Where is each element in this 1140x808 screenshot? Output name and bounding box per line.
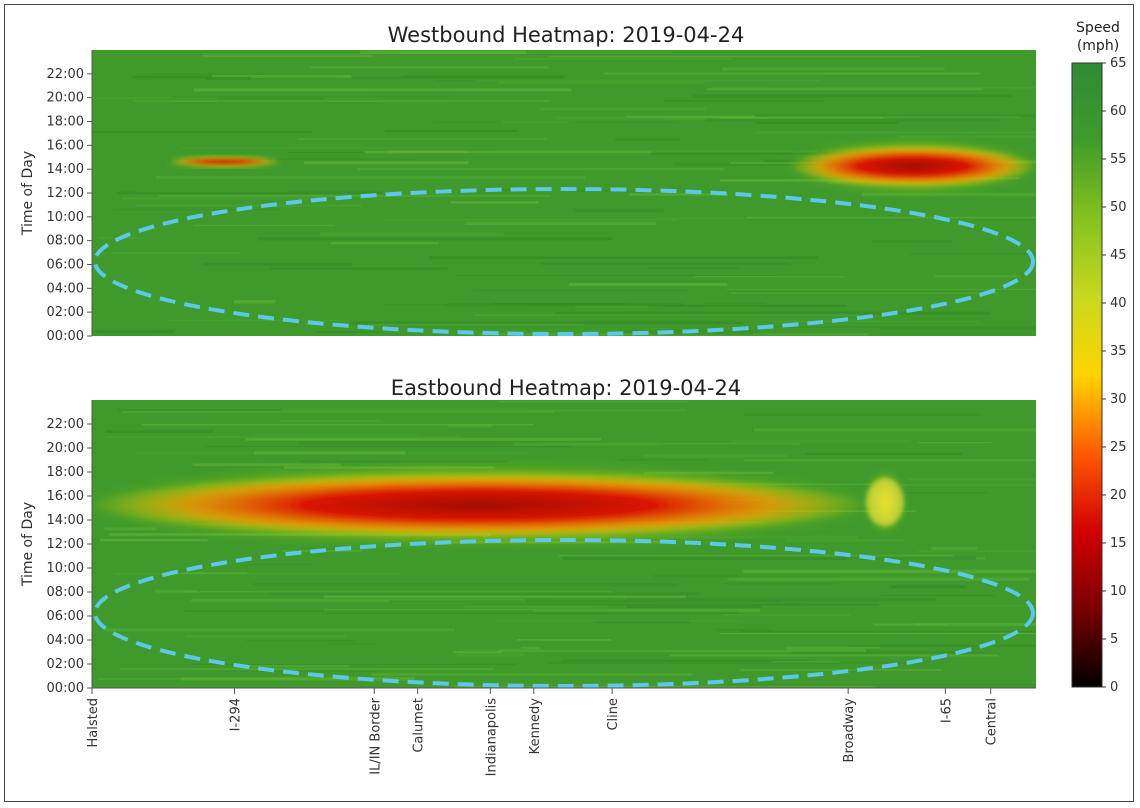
y-tick-label: 12:00 — [47, 537, 84, 552]
x-tick-label: IL/IN Border — [368, 697, 383, 774]
y-tick-label: 16:00 — [47, 489, 84, 504]
colorbar-tick-label: 40 — [1110, 296, 1127, 311]
x-tick-label: Broadway — [842, 698, 857, 763]
x-tick-label: I-65 — [939, 698, 954, 723]
colorbar-tick-label: 5 — [1110, 632, 1118, 647]
colorbar-tick-label: 60 — [1110, 104, 1127, 119]
figure-frame — [4, 4, 1134, 802]
colorbar-tick-label: 15 — [1110, 536, 1127, 551]
y-tick-label: 14:00 — [47, 513, 84, 528]
x-tick-label: Halsted — [86, 698, 101, 747]
y-tick-label: 00:00 — [47, 329, 84, 344]
y-tick-label: 08:00 — [47, 585, 84, 600]
eastbound-y-axis-label: Time of Day — [20, 502, 36, 587]
colorbar-tick-label: 30 — [1110, 392, 1127, 407]
y-tick-label: 06:00 — [47, 609, 84, 624]
x-tick-label: Cline — [606, 698, 621, 731]
westbound-title: Westbound Heatmap: 2019-04-24 — [388, 23, 745, 47]
highlight-ellipse — [93, 538, 1035, 688]
colorbar-tick-label: 50 — [1110, 200, 1127, 215]
westbound-heatmap — [92, 50, 1036, 336]
colorbar-unit: (mph) — [1077, 38, 1119, 54]
y-tick-label: 12:00 — [47, 186, 84, 201]
x-tick-label: I-294 — [229, 698, 244, 731]
highlight-ellipse — [93, 187, 1035, 336]
y-tick-label: 04:00 — [47, 633, 84, 648]
colorbar: Speed (mph) 0 5 10 15 20 25 30 35 40 45 50 55 60 65 — [1071, 20, 1127, 695]
x-tick-label: Kennedy — [528, 698, 543, 755]
colorbar-tick-label: 55 — [1110, 152, 1127, 167]
colorbar-scale — [1071, 62, 1103, 688]
westbound-y-axis-label: Time of Day — [20, 151, 36, 236]
colorbar-tick-label: 25 — [1110, 440, 1127, 455]
y-tick-label: 20:00 — [47, 91, 84, 106]
axes: 00:00 02:00 04:00 06:00 08:00 10:00 12:00 14:00… — [47, 50, 1036, 776]
colorbar-title: Speed — [1076, 20, 1120, 36]
y-tick-label: 22:00 — [47, 417, 84, 432]
y-tick-label: 20:00 — [47, 441, 84, 456]
y-tick-label: 10:00 — [47, 561, 84, 576]
congestion-region — [167, 157, 281, 167]
y-tick-label: 04:00 — [47, 281, 84, 296]
y-tick-label: 08:00 — [47, 234, 84, 249]
colorbar-tick-label: 45 — [1110, 248, 1127, 263]
y-tick-label: 16:00 — [47, 138, 84, 153]
y-tick-label: 06:00 — [47, 258, 84, 273]
y-tick-label: 00:00 — [47, 681, 84, 696]
colorbar-tick-label: 20 — [1110, 488, 1127, 503]
y-tick-label: 02:00 — [47, 305, 84, 320]
congestion-region — [92, 472, 867, 538]
y-tick-label: 02:00 — [47, 657, 84, 672]
y-tick-label: 18:00 — [47, 115, 84, 130]
eastbound-title: Eastbound Heatmap: 2019-04-24 — [391, 376, 741, 400]
y-tick-label: 22:00 — [47, 67, 84, 82]
x-tick-label: Indianapolis — [484, 698, 499, 777]
x-tick-label: Calumet — [412, 698, 427, 753]
congestion-region — [790, 145, 1036, 188]
congestion-region — [866, 478, 904, 526]
y-tick-label: 10:00 — [47, 210, 84, 225]
colorbar-tick-label: 10 — [1110, 584, 1127, 599]
colorbar-tick-label: 0 — [1110, 680, 1118, 695]
x-tick-label: Central — [985, 698, 1000, 745]
colorbar-tick-label: 65 — [1110, 56, 1127, 71]
y-tick-label: 18:00 — [47, 465, 84, 480]
eastbound-heatmap — [92, 400, 1036, 688]
colorbar-tick-label: 35 — [1110, 344, 1127, 359]
y-tick-label: 14:00 — [47, 162, 84, 177]
